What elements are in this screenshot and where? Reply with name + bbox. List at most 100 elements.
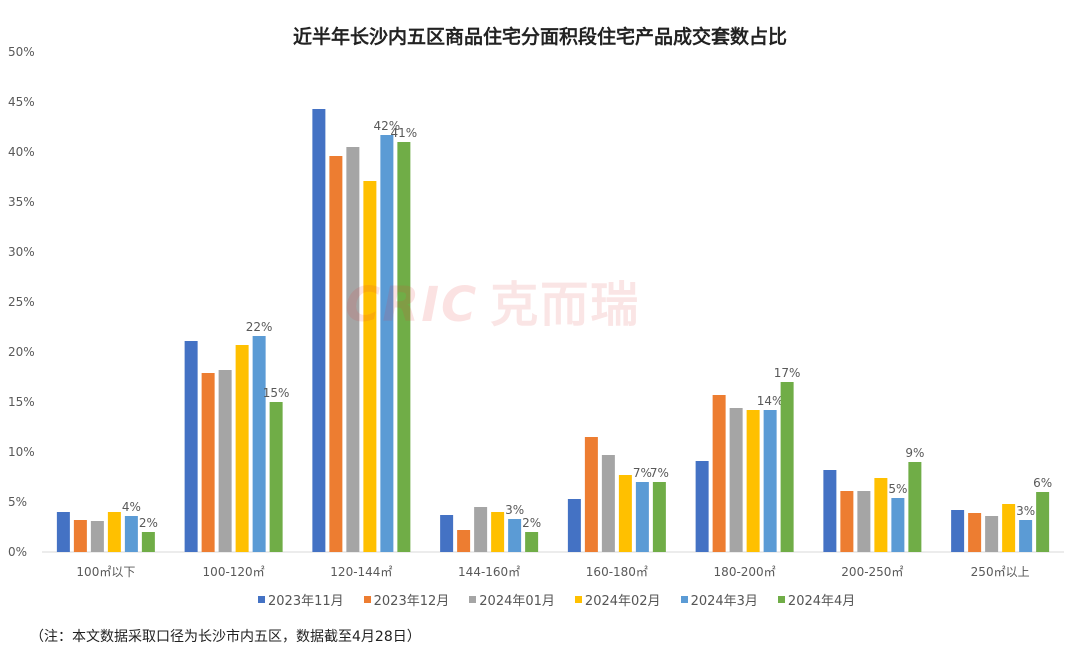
legend-item: 2023年11月 <box>258 590 344 609</box>
y-tick-label: 50% <box>8 45 35 59</box>
x-tick-label: 100-120㎡ <box>203 565 265 579</box>
bar <box>712 395 726 552</box>
data-label: 7% <box>633 466 652 480</box>
bar <box>635 482 649 552</box>
y-tick-label: 30% <box>8 245 35 259</box>
bar <box>584 437 598 552</box>
legend-item: 2023年12月 <box>363 590 449 609</box>
data-label: 2% <box>139 516 158 530</box>
x-tick-label: 120-144㎡ <box>330 565 392 579</box>
legend: 2023年11月 2023年12月 2024年01月 2024年02月 2024年3月 2… <box>258 590 855 609</box>
legend-item: 2024年4月 <box>777 590 856 609</box>
x-tick-label: 250㎡以上 <box>971 565 1030 579</box>
data-label: 14% <box>757 394 784 408</box>
x-tick-label: 144-160㎡ <box>458 565 520 579</box>
bar <box>567 499 581 552</box>
bar <box>218 370 232 552</box>
bar <box>312 109 326 552</box>
data-label: 9% <box>905 446 924 460</box>
bar <box>1019 520 1033 552</box>
legend-label: 2024年02月 <box>584 594 661 609</box>
x-tick-label: 200-250㎡ <box>841 565 903 579</box>
bar <box>397 142 411 552</box>
y-tick-label: 45% <box>8 95 35 109</box>
legend-swatch <box>680 596 688 603</box>
bar <box>695 461 709 552</box>
y-tick-label: 5% <box>8 495 27 509</box>
bar <box>141 532 155 552</box>
bar <box>508 519 522 552</box>
bar <box>729 408 743 552</box>
x-tick-label: 160-180㎡ <box>586 565 648 579</box>
legend-swatch <box>777 596 785 603</box>
x-tick-label: 100㎡以下 <box>76 565 135 579</box>
data-label: 17% <box>774 366 801 380</box>
bar <box>380 135 394 552</box>
legend-item: 2024年01月 <box>469 590 555 609</box>
bar <box>252 336 266 552</box>
data-label: 15% <box>263 386 290 400</box>
y-tick-label: 35% <box>8 195 35 209</box>
legend-label: 2023年11月 <box>268 594 344 609</box>
bar <box>985 516 999 552</box>
bar <box>891 498 905 552</box>
data-label: 5% <box>888 482 907 496</box>
bar <box>823 470 837 552</box>
data-label: 7% <box>650 466 669 480</box>
bar <box>1002 504 1016 552</box>
data-label: 41% <box>391 126 418 140</box>
data-label: 6% <box>1033 476 1052 490</box>
legend-item: 2024年3月 <box>680 590 758 609</box>
bar <box>184 341 198 552</box>
data-label: 4% <box>122 500 141 514</box>
data-label: 3% <box>1016 504 1035 518</box>
bar <box>840 491 854 552</box>
legend-swatch <box>363 596 371 603</box>
y-tick-label: 20% <box>8 345 35 359</box>
bar <box>908 462 922 552</box>
bar <box>601 455 615 552</box>
x-tick-label: 180-200㎡ <box>714 565 776 579</box>
footnote: （注：本文数据采取口径为长沙市内五区，数据截至4月28日） <box>30 629 421 645</box>
bar <box>746 410 760 552</box>
bar <box>90 521 104 552</box>
legend-swatch <box>574 596 582 603</box>
data-label: 3% <box>505 503 524 517</box>
y-tick-label: 25% <box>8 295 35 309</box>
watermark-logo: CRIC 克而瑞 <box>345 277 641 333</box>
bar <box>124 516 138 552</box>
bar <box>857 491 871 552</box>
bar <box>474 507 488 552</box>
bar <box>618 475 632 552</box>
data-label: 22% <box>246 320 273 334</box>
bar <box>491 512 505 552</box>
y-tick-label: 15% <box>8 395 35 409</box>
bar <box>525 532 539 552</box>
bar <box>201 373 215 552</box>
y-tick-label: 10% <box>8 445 35 459</box>
bar <box>968 513 982 552</box>
legend-label: 2024年4月 <box>787 594 856 609</box>
bar <box>440 515 454 552</box>
y-tick-label: 40% <box>8 145 35 159</box>
legend-item: 2024年02月 <box>574 590 661 609</box>
bar <box>329 156 343 552</box>
bar <box>763 410 777 552</box>
chart-title: 近半年长沙内五区商品住宅分面积段住宅产品成交套数占比 <box>292 26 787 48</box>
bar <box>1036 492 1050 552</box>
bar <box>780 382 794 552</box>
legend-swatch <box>258 596 265 603</box>
bar <box>235 345 249 552</box>
bar <box>874 478 888 552</box>
bar <box>269 402 283 552</box>
y-tick-label: 0% <box>8 545 27 559</box>
legend-swatch <box>469 596 477 603</box>
bar <box>457 530 471 552</box>
bar <box>73 520 87 552</box>
bar <box>107 512 121 552</box>
data-label: 2% <box>522 516 541 530</box>
bar <box>652 482 666 552</box>
bar <box>346 147 360 552</box>
legend-label: 2024年3月 <box>690 594 758 609</box>
